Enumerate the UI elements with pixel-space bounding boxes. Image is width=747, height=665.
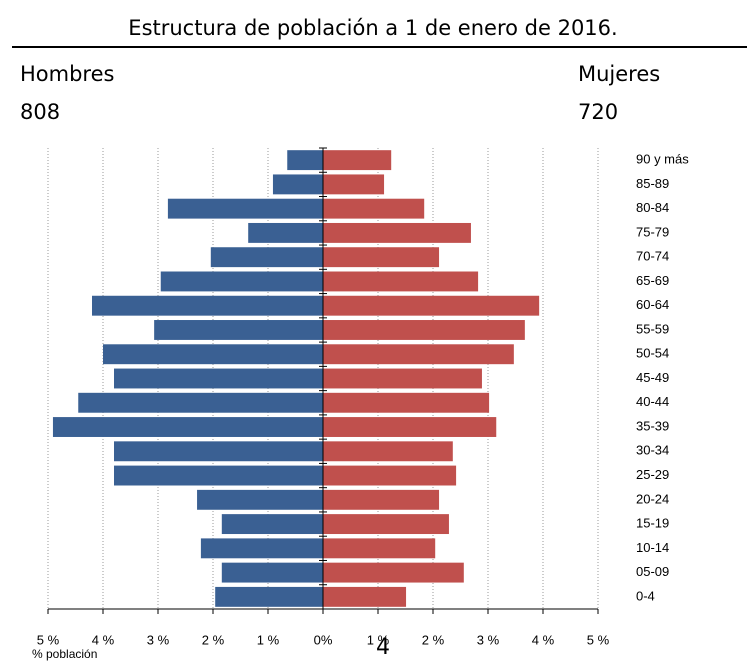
x-tick-label: 2 %	[422, 632, 445, 647]
bar	[323, 465, 457, 486]
y-tick-label: 35-39	[636, 418, 669, 433]
y-tick-label: 20-24	[636, 491, 669, 506]
y-tick-label: 45-49	[636, 370, 669, 385]
bar	[92, 295, 323, 316]
bar	[323, 417, 497, 437]
bar	[215, 586, 323, 607]
bar	[323, 247, 440, 268]
y-tick-label: 15-19	[636, 516, 669, 531]
bar	[221, 562, 323, 583]
chart-title: Estructura de población a 1 de enero de …	[128, 16, 617, 40]
x-tick-label: 0%	[314, 632, 333, 647]
bar	[210, 247, 323, 268]
bar	[78, 392, 323, 413]
bar	[323, 586, 407, 607]
x-tick-label: 3 %	[147, 632, 170, 647]
bar	[154, 320, 323, 340]
bar	[323, 538, 436, 559]
bar	[323, 344, 514, 365]
bar	[323, 514, 449, 535]
bar	[272, 174, 323, 195]
bar	[167, 198, 323, 219]
bar	[323, 489, 440, 510]
bar	[52, 417, 323, 437]
right-label: Mujeres	[578, 62, 660, 86]
right-total: 720	[578, 100, 618, 124]
bar	[248, 222, 323, 243]
y-tick-label: 30-34	[636, 443, 669, 458]
bar	[323, 271, 479, 292]
y-tick-label: 05-09	[636, 564, 669, 579]
x-tick-label: 3 %	[477, 632, 500, 647]
bar	[323, 368, 482, 389]
bar	[323, 174, 385, 195]
x-tick-label: 4 %	[92, 632, 115, 647]
bar	[114, 368, 323, 389]
y-tick-label: 80-84	[636, 200, 669, 215]
bar	[323, 295, 540, 316]
bar	[323, 441, 453, 462]
x-tick-label: 5 %	[37, 632, 60, 647]
x-tick-label: 1 %	[367, 632, 390, 647]
bar	[197, 489, 323, 510]
x-tick-label: 5 %	[587, 632, 610, 647]
page-number: 4	[376, 635, 390, 660]
y-tick-label: 75-79	[636, 224, 669, 239]
bar	[323, 562, 464, 583]
bar	[200, 538, 323, 559]
bar	[287, 150, 323, 171]
x-tick-label: 1 %	[257, 632, 280, 647]
y-tick-label: 10-14	[636, 540, 669, 555]
x-tick-label: 4 %	[532, 632, 555, 647]
y-tick-label: 65-69	[636, 273, 669, 288]
y-tick-label: 60-64	[636, 297, 669, 312]
bar	[103, 344, 323, 365]
bar	[221, 514, 323, 535]
y-tick-label: 90 y más	[636, 152, 689, 167]
y-tick-label: 70-74	[636, 249, 669, 264]
bar	[160, 271, 323, 292]
y-tick-label: 50-54	[636, 346, 669, 361]
bar	[323, 320, 525, 340]
bar	[323, 222, 471, 243]
bar	[114, 465, 323, 486]
y-tick-label: 0-4	[636, 588, 655, 603]
left-label: Hombres	[20, 62, 114, 86]
bar	[323, 198, 425, 219]
y-tick-label: 55-59	[636, 321, 669, 336]
y-tick-label: 85-89	[636, 176, 669, 191]
y-tick-label: 25-29	[636, 467, 669, 482]
y-tick-label: 40-44	[636, 394, 669, 409]
bar	[323, 150, 392, 171]
left-total: 808	[20, 100, 60, 124]
bar	[114, 441, 323, 462]
x-tick-label: 2 %	[202, 632, 225, 647]
bar	[323, 392, 490, 413]
x-axis-label: % población	[32, 647, 97, 661]
